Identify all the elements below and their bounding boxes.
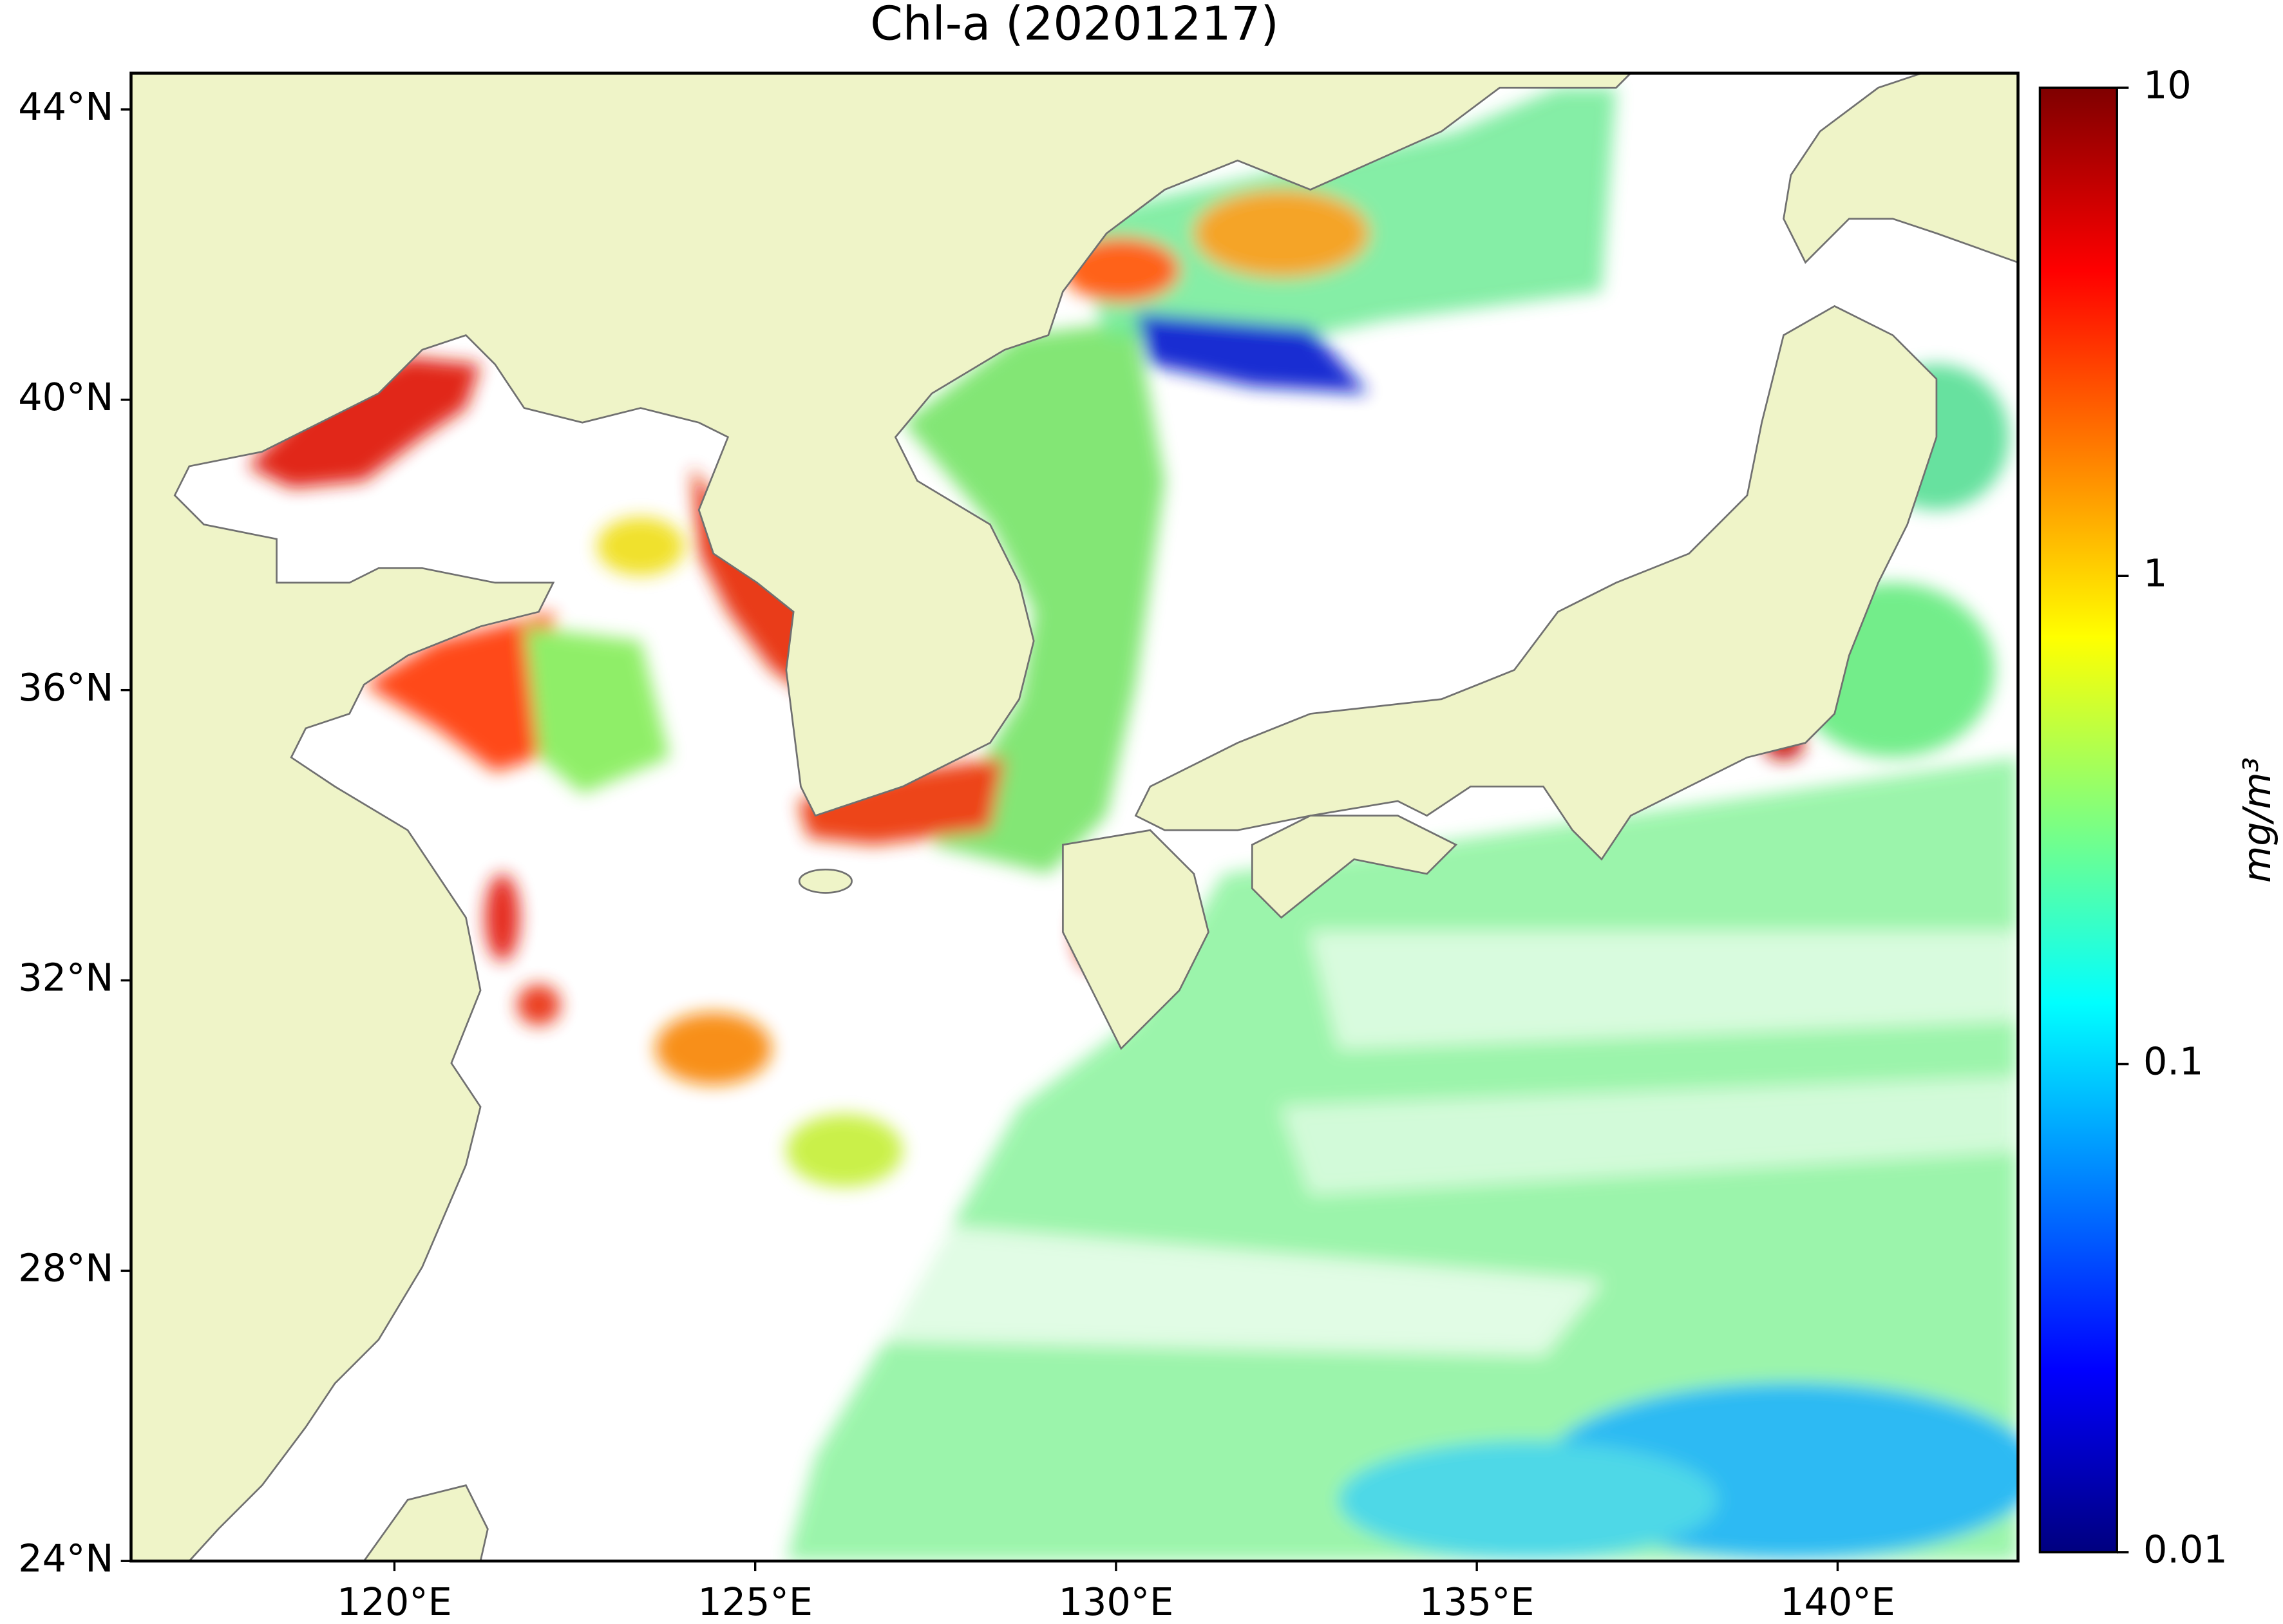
y-tick-label: 24°N [18, 1536, 113, 1580]
kyushu [1062, 829, 1209, 1050]
y-tick-label: 32°N [18, 956, 113, 1000]
y-tick-label: 28°N [18, 1245, 113, 1290]
x-tick-label: 135°E [1419, 1580, 1535, 1624]
honshu [1134, 305, 1938, 861]
y-tick-label: 36°N [18, 665, 113, 710]
taiwan [363, 1484, 489, 1562]
colorbar [2038, 86, 2118, 1554]
x-tick-label: 125°E [697, 1580, 813, 1624]
jeju [798, 868, 853, 894]
colorbar-label: mg/m³ [2235, 757, 2279, 883]
colorbar-tick-label: 1 [2143, 551, 2167, 595]
mainland [131, 73, 1633, 1562]
chlorophyll-field [247, 88, 2018, 1562]
x-tick-label: 130°E [1059, 1580, 1174, 1624]
x-tick-label: 120°E [337, 1580, 452, 1624]
x-tick-label: 140°E [1780, 1580, 1895, 1624]
land [131, 73, 2018, 1562]
map-area [131, 73, 2018, 1562]
map-title: Chl-a (20201217) [870, 0, 1278, 51]
shikoku [1251, 815, 1458, 919]
y-tick-label: 40°N [18, 375, 113, 419]
colorbar-tick-label: 0.1 [2143, 1039, 2203, 1084]
map-frame [129, 71, 2020, 1563]
colorbar-tick-label: 10 [2143, 62, 2192, 107]
hokkaido [1783, 73, 2018, 264]
y-tick-label: 44°N [18, 84, 113, 129]
colorbar-tick-label: 0.01 [2143, 1527, 2228, 1572]
